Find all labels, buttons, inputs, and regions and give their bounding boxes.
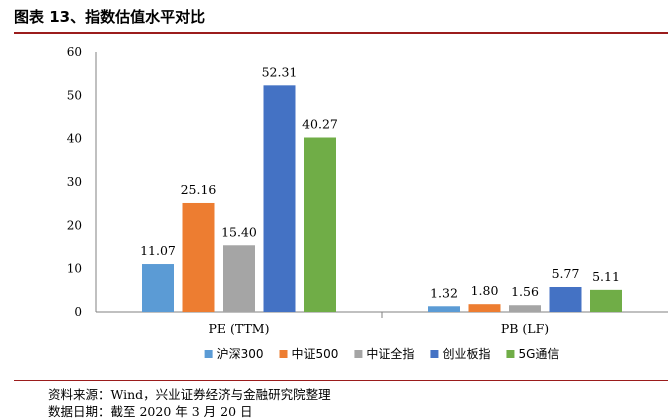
y-tick-label: 0 [74, 305, 82, 319]
bar [509, 305, 541, 312]
legend-swatch [279, 350, 288, 358]
legend-swatch [506, 350, 515, 358]
bar-value-label: 52.31 [262, 64, 298, 79]
y-tick-label: 40 [67, 132, 82, 146]
legend-item: 中证全指 [354, 346, 414, 361]
bar-value-label: 1.32 [430, 285, 458, 300]
x-category-label: PE (TTM) [209, 321, 270, 336]
bar [590, 289, 622, 312]
x-category-label: PB (LF) [501, 321, 549, 336]
legend-label: 中证全指 [366, 346, 414, 361]
source-note: 资料来源：Wind，兴业证券经济与金融研究院整理 [48, 387, 331, 402]
bar-value-label: 1.56 [511, 284, 539, 299]
bars [142, 85, 622, 312]
legend-swatch [354, 350, 363, 358]
legend-item: 5G通信 [506, 347, 559, 361]
legend-label: 沪深300 [217, 347, 264, 361]
legend-label: 创业板指 [442, 346, 490, 361]
legend-item: 中证500 [279, 346, 339, 361]
bar [223, 245, 255, 312]
y-axis: 0 10 20 30 40 50 60 [67, 45, 97, 319]
bar-value-label: 5.77 [552, 266, 580, 281]
legend-label: 5G通信 [518, 347, 559, 361]
bar [263, 85, 296, 312]
legend-item: 创业板指 [430, 346, 490, 361]
y-tick-label: 10 [67, 262, 82, 276]
legend: 沪深300 中证500 中证全指 创业板指 5G通信 [204, 346, 559, 361]
y-tick-label: 50 [67, 88, 82, 102]
bar [182, 202, 215, 312]
x-axis: PE (TTM) PB (LF) [96, 311, 668, 336]
bar [142, 264, 174, 312]
bar-value-label: 25.16 [181, 182, 217, 197]
bar [428, 306, 460, 312]
figure-title: 图表 13、指数估值水平对比 [14, 8, 206, 26]
title-rule [14, 32, 668, 34]
bar-value-label: 1.80 [471, 283, 499, 298]
legend-label: 中证500 [292, 346, 339, 361]
y-tick-label: 60 [67, 45, 82, 59]
y-tick-label: 30 [67, 175, 82, 189]
bar-chart: 0 10 20 30 40 50 60 PE (TTM) PB (LF) 11.07 1.32 2… [67, 45, 668, 361]
legend-item: 沪深300 [204, 347, 264, 361]
bar-labels: 11.07 1.32 25.16 1.80 15.40 1.56 52.31 5.77 40.2… [140, 64, 620, 300]
bar-value-label: 15.40 [221, 224, 257, 239]
bar [304, 137, 336, 312]
bar [549, 286, 582, 312]
bar-value-label: 5.11 [592, 269, 620, 284]
source-rule [14, 380, 668, 381]
data-date-note: 数据日期：截至 2020 年 3 月 20 日 [48, 404, 253, 419]
bar-value-label: 11.07 [140, 243, 176, 258]
y-tick-label: 20 [67, 218, 82, 232]
bar-value-label: 40.27 [302, 116, 338, 131]
legend-swatch [204, 350, 213, 358]
legend-swatch [430, 350, 439, 358]
bar [468, 304, 501, 312]
